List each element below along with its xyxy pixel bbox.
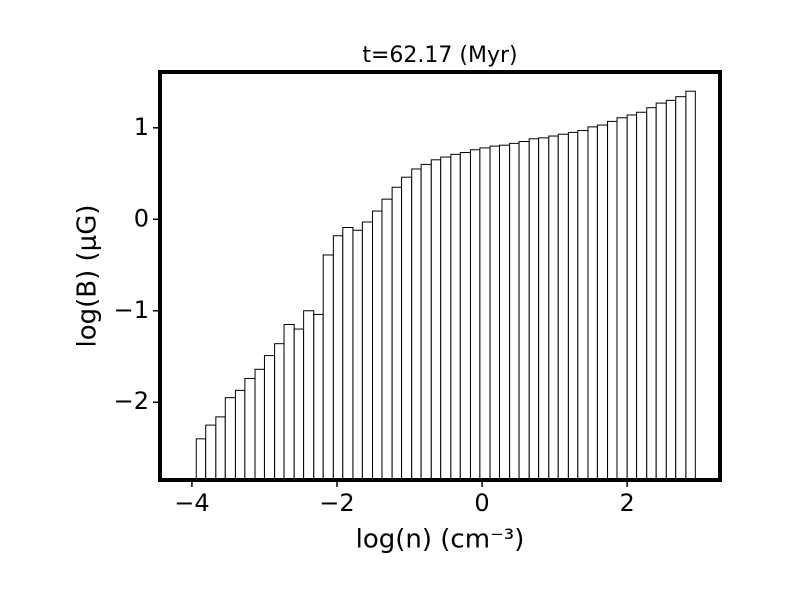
bar — [509, 142, 520, 481]
x-tick-label: −2 — [319, 489, 354, 517]
bar — [411, 168, 422, 481]
bar — [372, 210, 383, 481]
bar — [587, 126, 598, 481]
bar — [352, 229, 363, 481]
bar — [401, 176, 413, 481]
bar — [313, 313, 324, 481]
bar — [577, 130, 589, 481]
bar — [450, 153, 461, 481]
y-tick-label: 1 — [134, 113, 149, 141]
bar — [205, 424, 217, 481]
bar — [459, 152, 471, 481]
chart-title: t=62.17 (Myr) — [362, 43, 517, 68]
bar — [322, 254, 334, 481]
y-tick-label: −1 — [114, 296, 149, 324]
bar — [616, 117, 628, 481]
bar — [332, 235, 344, 481]
bar — [548, 135, 559, 481]
bar — [567, 131, 579, 481]
bar — [557, 133, 569, 481]
bar — [646, 107, 657, 481]
x-tick-label: −4 — [174, 489, 209, 517]
bar — [361, 221, 374, 481]
bar — [430, 159, 442, 481]
bar — [518, 141, 530, 481]
bar — [498, 144, 511, 481]
bar — [675, 96, 687, 481]
x-axis-label: log(n) (cm⁻³) — [356, 525, 525, 555]
bar — [254, 368, 265, 481]
bar — [538, 137, 550, 481]
bar — [607, 120, 618, 481]
bar — [293, 328, 305, 481]
y-axis-label: log(B) (μG) — [73, 205, 103, 348]
bar — [685, 90, 696, 481]
bar — [391, 186, 403, 481]
y-tick-label: 0 — [134, 204, 149, 232]
bar — [283, 323, 295, 481]
bar — [195, 438, 207, 481]
bar — [665, 99, 677, 481]
bar — [381, 198, 393, 481]
x-tick-label: 0 — [474, 489, 489, 517]
x-tick-label: 2 — [620, 489, 635, 517]
bar — [655, 102, 667, 481]
bar — [479, 147, 491, 481]
bar — [420, 163, 432, 481]
bar — [626, 114, 638, 481]
bar — [303, 310, 315, 481]
bar — [244, 377, 256, 481]
bar — [489, 145, 500, 481]
bar — [636, 111, 648, 481]
bar — [263, 355, 276, 481]
bar — [234, 389, 246, 481]
y-tick-label: −2 — [114, 387, 149, 415]
bar — [274, 343, 285, 481]
bar — [596, 124, 609, 481]
bar — [342, 227, 354, 481]
bar — [215, 416, 226, 481]
bar — [528, 138, 540, 481]
plot-frame — [158, 70, 722, 482]
bar — [440, 156, 452, 481]
bar — [224, 397, 236, 481]
bar — [469, 149, 481, 481]
